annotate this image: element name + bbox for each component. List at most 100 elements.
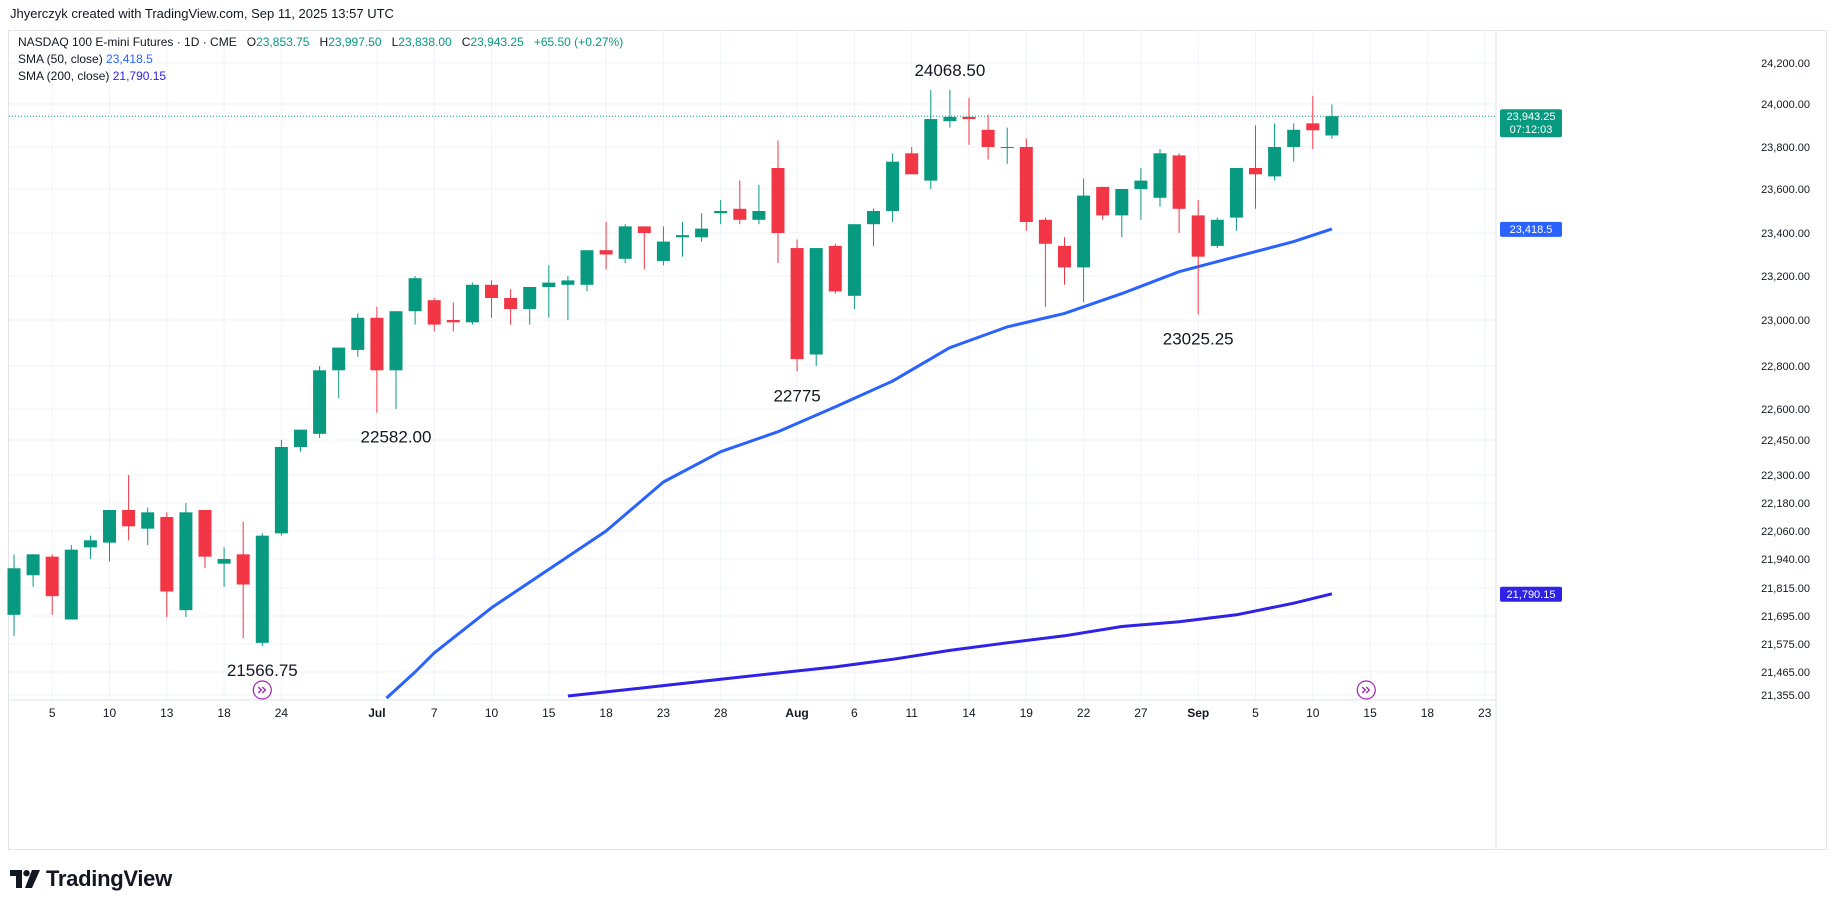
price-annotation: 23025.25 [1163, 329, 1234, 348]
sma50-badge-background [1500, 221, 1562, 237]
candle-body [64, 549, 78, 620]
candle-body [1210, 219, 1224, 246]
candle-body [580, 250, 594, 285]
candle-up [389, 311, 403, 409]
candle-body [599, 250, 613, 255]
close-label: C [461, 35, 471, 49]
scroll-icon-ring [252, 680, 272, 700]
candle-body [771, 168, 785, 233]
candle-body [733, 208, 747, 220]
x-tick-label: 10 [1306, 706, 1320, 720]
candle-body [1268, 147, 1282, 177]
candle-body [427, 300, 441, 325]
candle-body [676, 235, 689, 238]
legend-sma50-row[interactable]: SMA (50, close) 23,418.5 [18, 51, 623, 68]
attribution-text: Jhyerczyk created with TradingView.com, … [10, 6, 394, 21]
candle-up [351, 313, 365, 357]
candle-down [1019, 138, 1033, 231]
x-tick-label: 10 [103, 706, 117, 720]
legend-symbol-row[interactable]: NASDAQ 100 E-mini Futures · 1D · CME O23… [18, 34, 623, 51]
candle-down [1096, 186, 1110, 220]
candle-body [45, 556, 59, 597]
candle-up [580, 250, 594, 292]
scroll-icon-glyph [257, 686, 267, 694]
candle-body [1191, 215, 1205, 257]
x-tick-label: 24 [275, 706, 289, 720]
x-tick-label: 23 [657, 706, 671, 720]
scroll-icon [252, 680, 272, 700]
candle-up [332, 347, 346, 399]
candle-body [1153, 153, 1167, 198]
candle-body [236, 554, 250, 585]
candle-body [1134, 180, 1148, 189]
candle-up [886, 153, 900, 222]
x-tick-label: 22 [1077, 706, 1091, 720]
candle-up [294, 429, 307, 452]
legend[interactable]: NASDAQ 100 E-mini Futures · 1D · CME O23… [18, 34, 623, 85]
y-tick-label: 22,450.00 [1761, 435, 1810, 447]
candle-body [1306, 123, 1320, 131]
candle-down [1058, 237, 1071, 285]
candle-up [313, 366, 327, 438]
y-tick-label: 22,180.00 [1761, 498, 1810, 510]
candle-body [103, 510, 116, 543]
candle-body [1249, 168, 1262, 175]
y-tick-label: 23,000.00 [1761, 315, 1810, 327]
y-tick-label: 21,695.00 [1761, 611, 1810, 623]
candle-body [1229, 168, 1243, 218]
candle-down [485, 280, 498, 318]
y-tick-label: 22,060.00 [1761, 526, 1810, 538]
y-tick-label: 21,465.00 [1761, 667, 1810, 679]
candle-up [26, 554, 40, 587]
candle-body [465, 284, 479, 323]
candle-body [752, 211, 766, 220]
candle-up [523, 287, 537, 325]
candle-body [981, 129, 995, 147]
candle-down [981, 114, 995, 160]
high-label: H [319, 35, 329, 49]
candle-up [1115, 189, 1129, 238]
price-annotation: 21566.75 [227, 661, 298, 680]
candle-up [618, 224, 632, 264]
candle-down [1172, 153, 1186, 233]
tradingview-logo[interactable]: TradingView [10, 866, 172, 892]
candle-body [1019, 147, 1033, 222]
low-value: 23,838.00 [398, 35, 452, 49]
candle-up [1077, 178, 1091, 303]
candle-body [828, 245, 842, 292]
sma200-badge-background [1500, 586, 1562, 602]
open-value: 23,853.75 [256, 35, 310, 49]
y-tick-label: 22,600.00 [1761, 404, 1810, 416]
candle-up [64, 545, 78, 620]
sma200-value: 21,790.15 [112, 69, 167, 83]
candle-down [1191, 200, 1205, 315]
candle-body [83, 540, 97, 548]
candle-up [179, 503, 193, 618]
x-tick-label: Sep [1187, 706, 1209, 720]
x-tick-label: 15 [1363, 706, 1377, 720]
price-annotation: 22582.00 [361, 428, 432, 447]
x-tick-label: 27 [1134, 706, 1148, 720]
y-tick-label: 23,600.00 [1761, 184, 1810, 196]
sma-layer [385, 227, 1333, 700]
x-tick-label: 13 [160, 706, 174, 720]
y-tick-label: 21,355.00 [1761, 690, 1810, 702]
candle-down [45, 554, 59, 615]
low-label: L [391, 35, 399, 49]
legend-sma200-row[interactable]: SMA (200, close) 21,790.15 [18, 68, 623, 85]
candle-body [1325, 116, 1339, 136]
candle-up [714, 200, 728, 225]
x-tick-label: 7 [431, 706, 438, 720]
candle-up [83, 535, 97, 559]
price-annotation: 24068.50 [914, 61, 985, 80]
candle-body [618, 226, 632, 259]
candle-body [122, 510, 136, 527]
candle-body [446, 320, 460, 323]
candle-body [637, 226, 651, 233]
candle-body [1000, 147, 1014, 148]
y-tick-label: 22,800.00 [1761, 361, 1810, 373]
x-tick-label: 11 [905, 706, 918, 720]
candle-up [1325, 104, 1339, 139]
